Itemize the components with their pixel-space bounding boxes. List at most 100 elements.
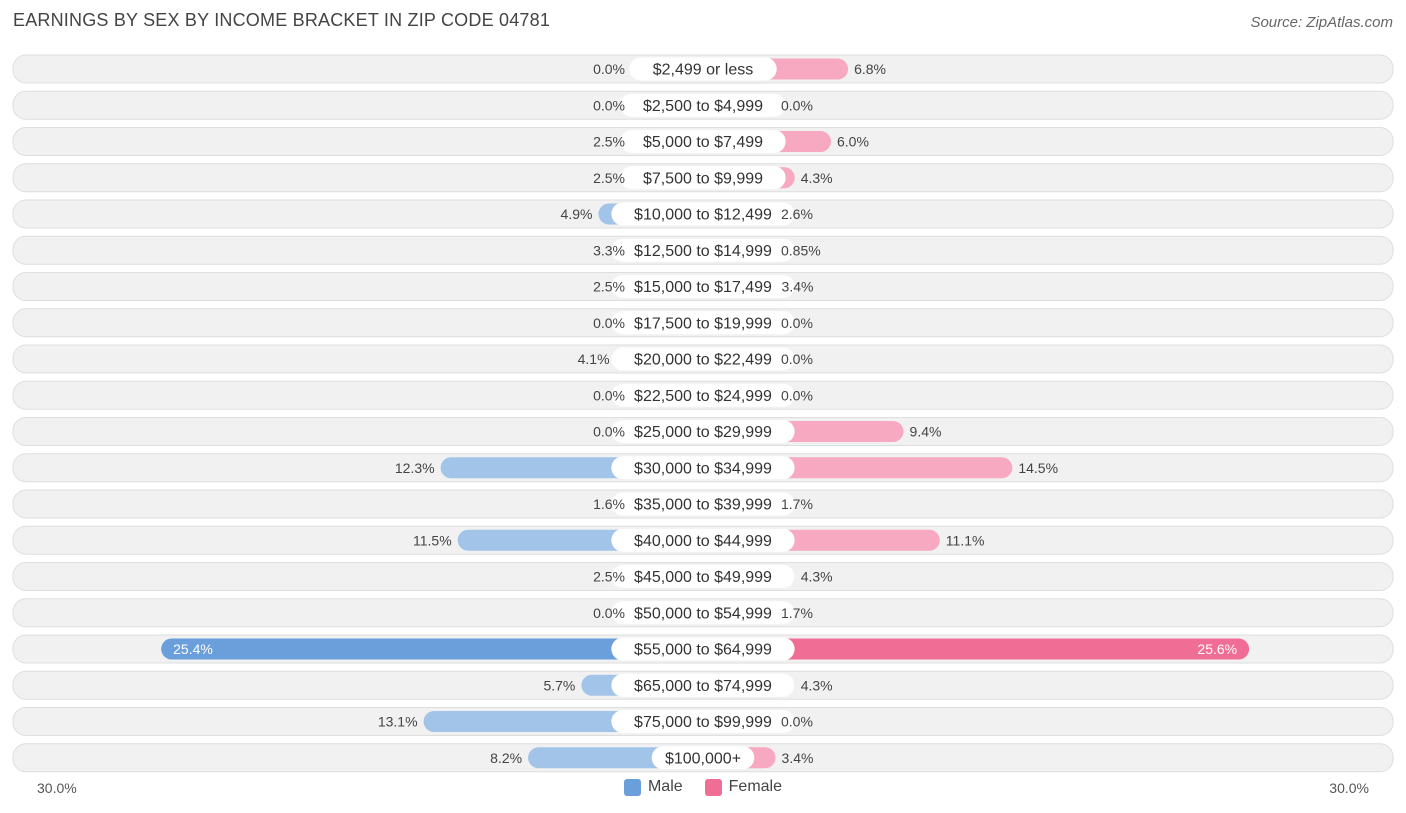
female-value-label: 9.4% (910, 424, 942, 440)
chart-title: EARNINGS BY SEX BY INCOME BRACKET IN ZIP… (13, 10, 551, 30)
legend-item-female: Female (704, 778, 782, 796)
bar-row: $2,499 or less 0.0% 6.8% (12, 54, 1394, 84)
bar-row: $17,500 to $19,999 0.0% 0.0% (12, 308, 1394, 338)
category-label: $55,000 to $64,999 (634, 642, 772, 659)
category-label: $5,000 to $7,499 (643, 134, 763, 151)
category-label: $2,500 to $4,999 (643, 98, 763, 115)
legend-item-male: Male (623, 778, 683, 796)
male-value-label: 2.5% (593, 569, 625, 585)
female-value-label: 6.8% (854, 61, 886, 77)
bar-row: $50,000 to $54,999 0.0% 1.7% (12, 598, 1394, 628)
category-label: $25,000 to $29,999 (634, 424, 772, 441)
category-label-pill (611, 492, 795, 516)
category-label-pill (611, 420, 795, 443)
male-value-label: 0.0% (593, 61, 625, 77)
category-label: $30,000 to $34,999 (634, 460, 772, 477)
female-value-label: 11.1% (946, 532, 985, 548)
male-value-label: 25.4% (173, 641, 213, 657)
female-value-label: 0.0% (781, 97, 813, 113)
category-label-pill (611, 710, 795, 733)
category-label-pill (611, 528, 795, 552)
male-value-label: 12.3% (395, 460, 435, 476)
female-value-label: 4.3% (801, 170, 833, 186)
legend: Male Female (0, 778, 1406, 796)
category-label: $15,000 to $17,499 (634, 279, 772, 296)
male-value-label: 4.9% (561, 206, 593, 222)
bar-row: $15,000 to $17,499 2.5% 3.4% (12, 272, 1394, 301)
female-value-label: 2.6% (781, 206, 813, 222)
category-label-pill (611, 275, 795, 298)
category-label-pill (620, 93, 786, 117)
bar-row: $55,000 to $64,999 25.4% 25.6% (12, 634, 1394, 664)
category-label-pill (611, 673, 795, 697)
male-value-label: 0.0% (593, 97, 625, 113)
female-value-label: 0.85% (781, 242, 821, 258)
male-value-label: 2.5% (593, 170, 625, 186)
female-value-label: 3.4% (782, 750, 814, 766)
bar-row: $65,000 to $74,999 5.7% 4.3% (12, 670, 1394, 700)
female-value-label: 1.7% (781, 605, 813, 621)
bar-row: $2,500 to $4,999 0.0% 0.0% (12, 90, 1394, 120)
category-label-pill (611, 311, 795, 335)
bar-row: $12,500 to $14,999 3.3% 0.85% (12, 235, 1394, 265)
female-value-label: 0.0% (781, 315, 813, 331)
category-label: $75,000 to $99,999 (634, 714, 772, 731)
category-label-pill (620, 130, 786, 153)
bar-row: $75,000 to $99,999 13.1% 0.0% (12, 707, 1394, 736)
male-value-label: 2.5% (593, 134, 625, 150)
male-value-label: 8.2% (490, 750, 522, 766)
category-label-pill (611, 456, 795, 480)
female-value-label: 0.0% (781, 387, 813, 403)
male-value-label: 0.0% (593, 605, 625, 621)
legend-swatch-male (623, 778, 641, 796)
category-label-pill (620, 166, 786, 190)
male-value-label: 1.6% (593, 496, 625, 512)
category-label: $100,000+ (665, 750, 741, 767)
axis-left-label: 30.0% (37, 780, 77, 796)
category-label: $7,500 to $9,999 (643, 170, 763, 187)
category-label-pill (651, 746, 755, 770)
male-value-label: 0.0% (593, 424, 625, 440)
bar-row: $45,000 to $49,999 2.5% 4.3% (12, 562, 1394, 591)
male-value-label: 0.0% (593, 387, 625, 403)
category-label-pill (611, 565, 795, 588)
male-bar (161, 638, 704, 660)
bar-row: $30,000 to $34,999 12.3% 14.5% (12, 453, 1394, 483)
female-value-label: 4.3% (801, 677, 833, 693)
category-label-pill (611, 347, 795, 371)
category-label-pill (629, 57, 777, 81)
bar-row: $25,000 to $29,999 0.0% 9.4% (12, 417, 1394, 446)
bar-row: $10,000 to $12,499 4.9% 2.6% (12, 199, 1394, 229)
male-value-label: 2.5% (593, 279, 625, 295)
female-value-label: 1.7% (781, 496, 813, 512)
category-label: $65,000 to $74,999 (634, 678, 772, 695)
category-label: $40,000 to $44,999 (634, 533, 772, 550)
female-value-label: 6.0% (837, 134, 869, 150)
bar-row: $7,500 to $9,999 2.5% 4.3% (12, 163, 1394, 193)
category-label: $2,499 or less (653, 62, 754, 79)
male-value-label: 0.0% (593, 315, 625, 331)
category-label-pill (611, 637, 795, 661)
category-label-pill (611, 601, 795, 625)
axis-right-label: 30.0% (1329, 780, 1369, 796)
male-value-label: 13.1% (378, 714, 418, 730)
bar-row: $35,000 to $39,999 1.6% 1.7% (12, 489, 1394, 519)
category-label: $20,000 to $22,499 (634, 352, 772, 369)
category-label: $50,000 to $54,999 (634, 605, 772, 622)
bar-row: $5,000 to $7,499 2.5% 6.0% (12, 127, 1394, 156)
diverging-bar-chart: $2,499 or less 0.0% 6.8% $2,500 to $4,999 0.… (12, 54, 1394, 773)
category-label-pill (611, 383, 795, 407)
male-value-label: 3.3% (593, 242, 625, 258)
male-value-label: 5.7% (543, 677, 575, 693)
category-label: $45,000 to $49,999 (634, 569, 772, 586)
legend-label-male: Male (647, 778, 683, 795)
category-label: $35,000 to $39,999 (634, 497, 772, 514)
category-label: $10,000 to $12,499 (634, 207, 772, 224)
male-value-label: 11.5% (413, 532, 452, 548)
bar-row: $40,000 to $44,999 11.5% 11.1% (12, 525, 1394, 555)
female-value-label: 14.5% (1018, 460, 1058, 476)
category-label: $17,500 to $19,999 (634, 315, 772, 332)
bar-row: $22,500 to $24,999 0.0% 0.0% (12, 380, 1394, 410)
female-value-label: 4.3% (801, 569, 833, 585)
female-value-label: 3.4% (782, 279, 814, 295)
